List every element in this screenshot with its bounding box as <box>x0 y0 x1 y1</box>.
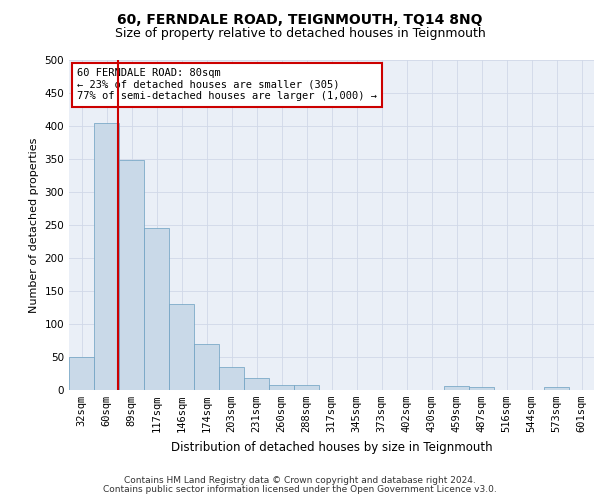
Text: 60, FERNDALE ROAD, TEIGNMOUTH, TQ14 8NQ: 60, FERNDALE ROAD, TEIGNMOUTH, TQ14 8NQ <box>117 12 483 26</box>
Bar <box>244 378 269 390</box>
Bar <box>69 357 94 390</box>
Bar <box>144 228 169 390</box>
Text: Contains public sector information licensed under the Open Government Licence v3: Contains public sector information licen… <box>103 485 497 494</box>
Text: Contains HM Land Registry data © Crown copyright and database right 2024.: Contains HM Land Registry data © Crown c… <box>124 476 476 485</box>
Bar <box>269 384 294 390</box>
Bar <box>294 384 319 390</box>
Bar <box>219 367 244 390</box>
Bar <box>444 386 469 390</box>
Bar <box>94 122 119 390</box>
X-axis label: Distribution of detached houses by size in Teignmouth: Distribution of detached houses by size … <box>170 440 493 454</box>
Y-axis label: Number of detached properties: Number of detached properties <box>29 138 39 312</box>
Text: Size of property relative to detached houses in Teignmouth: Size of property relative to detached ho… <box>115 28 485 40</box>
Text: 60 FERNDALE ROAD: 80sqm
← 23% of detached houses are smaller (305)
77% of semi-d: 60 FERNDALE ROAD: 80sqm ← 23% of detache… <box>77 68 377 102</box>
Bar <box>194 344 219 390</box>
Bar <box>469 386 494 390</box>
Bar <box>169 304 194 390</box>
Bar <box>119 160 144 390</box>
Bar <box>544 388 569 390</box>
